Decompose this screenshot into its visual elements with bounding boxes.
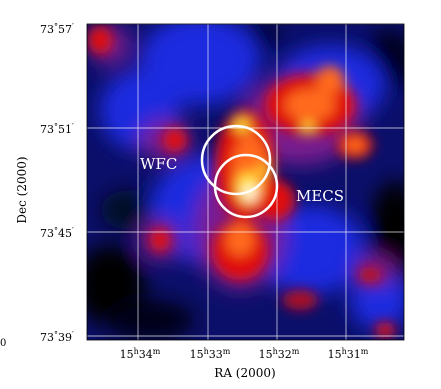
wfc-label: WFC	[140, 155, 177, 173]
x-tick-label: 15h34m	[120, 347, 161, 361]
x-tick-label: 15h32m	[259, 347, 300, 361]
xray-heatmap	[87, 24, 404, 340]
plot-frame	[86, 23, 405, 341]
y-tick-label: 73°51′	[40, 122, 74, 136]
y-tick-labels: 73°57′ 73°51′ 73°45′ 73°39′	[40, 22, 74, 344]
x-axis-title: RA (2000)	[214, 366, 275, 380]
y-tick-label: 73°39′	[40, 330, 74, 344]
x-tick-labels: 15h34m 15h33m 15h32m 15h31m	[120, 347, 369, 361]
y-tick-label: 73°57′	[40, 22, 74, 36]
y-axis-title: Dec (2000)	[15, 156, 29, 223]
y-tick-label: 73°45′	[40, 226, 74, 240]
wfc-error-circle	[200, 124, 272, 196]
x-tick-label: 15h33m	[190, 347, 231, 361]
x-tick-label: 15h31m	[328, 347, 369, 361]
mecs-label: MECS	[296, 187, 344, 205]
stray-mark: 0	[0, 338, 6, 349]
mecs-error-circle	[213, 153, 279, 219]
